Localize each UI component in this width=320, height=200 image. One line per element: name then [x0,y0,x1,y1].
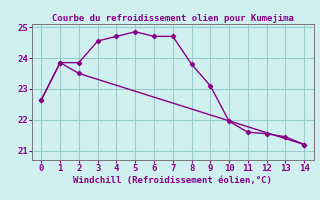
X-axis label: Windchill (Refroidissement éolien,°C): Windchill (Refroidissement éolien,°C) [73,176,272,185]
Title: Courbe du refroidissement olien pour Kumejima: Courbe du refroidissement olien pour Kum… [52,14,294,23]
